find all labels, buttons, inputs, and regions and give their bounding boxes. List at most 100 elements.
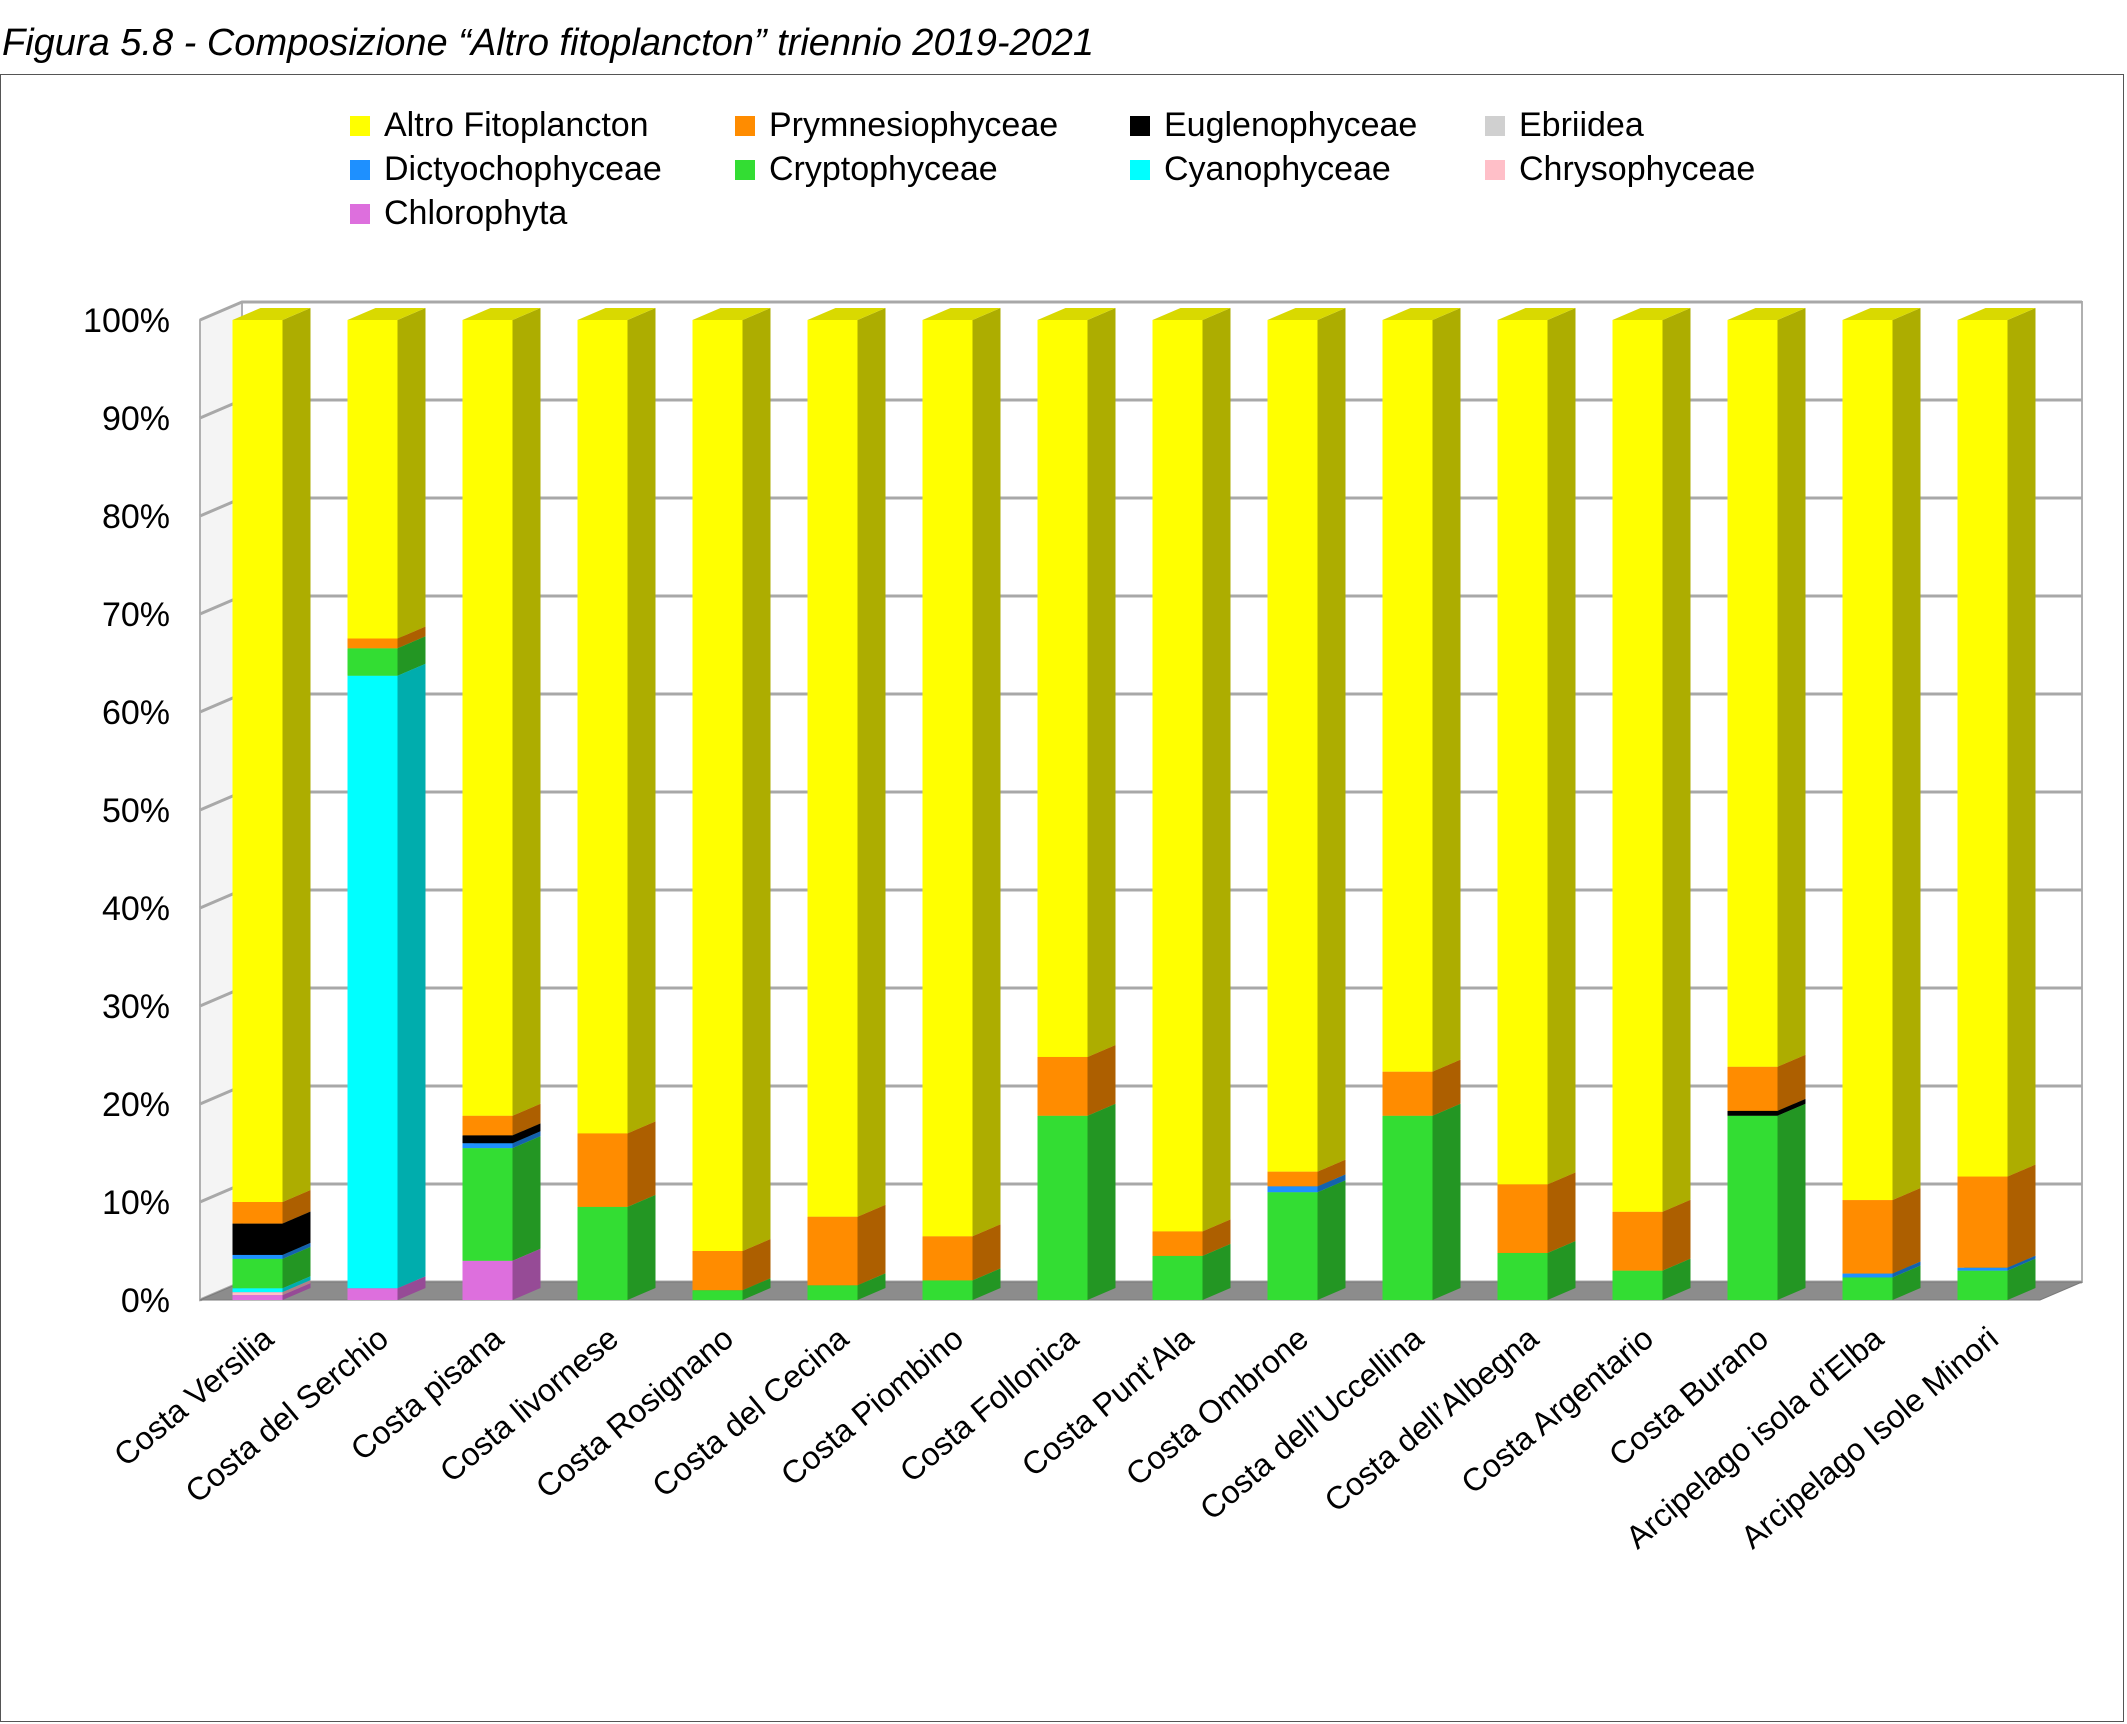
bar-segment-front bbox=[232, 1223, 283, 1255]
figure-title: Figura 5.8 - Composizione “Altro fitopla… bbox=[2, 22, 1095, 64]
bar-segment bbox=[1382, 1059, 1461, 1116]
legend-item: Dictyochophyceae bbox=[350, 150, 662, 189]
bar-segment-top bbox=[1152, 308, 1231, 320]
legend-label: Chlorophyta bbox=[384, 194, 568, 232]
bar-segment-side bbox=[512, 1136, 541, 1261]
bar-segment-side bbox=[397, 636, 426, 676]
bar-segment-side bbox=[1432, 308, 1461, 1072]
gridline bbox=[199, 300, 2082, 322]
legend-label: Prymnesiophyceae bbox=[769, 106, 1059, 144]
bar-segment bbox=[1152, 308, 1231, 1232]
bar-segment bbox=[1267, 1180, 1346, 1300]
legend-swatch bbox=[1130, 115, 1150, 136]
bar-segment-front bbox=[347, 320, 398, 639]
x-tick-label: Costa del Serchio bbox=[178, 1320, 395, 1510]
y-tick-label: 30% bbox=[102, 988, 170, 1026]
legend-item: Altro Fitoplancton bbox=[350, 106, 649, 145]
x-tick-label: Costa dell’Uccellina bbox=[1193, 1320, 1430, 1527]
legend-label: Altro Fitoplancton bbox=[384, 106, 649, 144]
bar-segment-top bbox=[807, 308, 886, 320]
bar-segment-front bbox=[462, 1148, 513, 1261]
bar-segment-side bbox=[742, 1278, 771, 1300]
bar-segment-front bbox=[1267, 1192, 1318, 1300]
bar-segment bbox=[807, 308, 886, 1217]
bar-segment bbox=[1267, 308, 1346, 1172]
bar-segment-front bbox=[1957, 1267, 2008, 1271]
bar-segment-side bbox=[627, 308, 656, 1134]
bar-segment-side bbox=[1547, 1172, 1576, 1253]
bar-segment bbox=[922, 308, 1001, 1237]
bar-segment-front bbox=[1957, 320, 2008, 1177]
bar-segment-front bbox=[232, 1295, 283, 1300]
bar-segment-side bbox=[282, 1190, 311, 1224]
bar-segment bbox=[462, 308, 541, 1116]
bar-segment-front bbox=[462, 1115, 513, 1136]
legend-swatch bbox=[350, 115, 370, 136]
bar-segment bbox=[462, 1136, 541, 1261]
bar-segment-front bbox=[1727, 1066, 1778, 1111]
bar-segment-front bbox=[1037, 1115, 1088, 1300]
bar-segment-side bbox=[1662, 1258, 1691, 1300]
y-tick-label: 10% bbox=[102, 1184, 170, 1222]
bar-segment-front bbox=[1037, 320, 1088, 1057]
bar-segment-top bbox=[232, 308, 311, 320]
bar-segment-front bbox=[922, 1236, 973, 1281]
y-tick-label: 0% bbox=[121, 1282, 170, 1320]
bar-segment-top bbox=[577, 308, 656, 320]
legend-label: Dictyochophyceae bbox=[384, 150, 662, 188]
bar-segment bbox=[577, 1121, 656, 1207]
bar-segment bbox=[1612, 308, 1691, 1212]
y-tick-label: 20% bbox=[102, 1086, 170, 1124]
bar-segment-side bbox=[972, 1224, 1001, 1281]
bar-segment bbox=[1727, 1103, 1806, 1300]
bar-segment-side bbox=[1662, 308, 1691, 1212]
bar-segment bbox=[1842, 1188, 1921, 1274]
bar-segment-front bbox=[347, 638, 398, 649]
legend-swatch bbox=[1485, 159, 1505, 180]
bar-segment-side bbox=[282, 308, 311, 1202]
bar-segment-top bbox=[1497, 308, 1576, 320]
bar-segment-top bbox=[1382, 308, 1461, 320]
bar-segment-side bbox=[282, 1246, 311, 1289]
bar-segment-side bbox=[1317, 1180, 1346, 1300]
bar-segment-side bbox=[1087, 308, 1116, 1057]
bar-segment-front bbox=[1037, 1056, 1088, 1116]
bar-segment-front bbox=[232, 1288, 283, 1293]
bar-segment-front bbox=[1267, 320, 1318, 1172]
bar-segment bbox=[577, 308, 656, 1134]
bar-segment-side bbox=[1432, 1103, 1461, 1300]
bar-segment-side bbox=[1317, 308, 1346, 1172]
legend-label: Cryptophyceae bbox=[769, 150, 998, 188]
bar-segment-front bbox=[1842, 320, 1893, 1201]
bar-segment-front bbox=[1957, 1176, 2008, 1268]
bar-segment-side bbox=[1892, 1188, 1921, 1274]
bar-segment-side bbox=[1087, 1103, 1116, 1300]
bar-segment-side bbox=[2007, 1258, 2036, 1300]
bar-segment-side bbox=[282, 1242, 311, 1259]
legend-item: Cyanophyceae bbox=[1130, 150, 1391, 189]
y-tick-label: 70% bbox=[102, 596, 170, 634]
bar-segment-front bbox=[577, 1133, 628, 1207]
y-tick-label: 90% bbox=[102, 400, 170, 438]
bar-segment-side bbox=[2007, 308, 2036, 1177]
bar-segment-front bbox=[347, 648, 398, 676]
legend-label: Cyanophyceae bbox=[1164, 150, 1391, 188]
bar-segment-top bbox=[692, 308, 771, 320]
legend-swatch bbox=[350, 203, 370, 224]
y-tick-label: 80% bbox=[102, 498, 170, 536]
bar-segment-front bbox=[232, 1292, 283, 1296]
bar-segment-front bbox=[577, 1206, 628, 1300]
bar-segment-side bbox=[1202, 1243, 1231, 1300]
legend-item: Chrysophyceae bbox=[1485, 150, 1755, 189]
bar-segment-front bbox=[692, 320, 743, 1251]
y-tick-label: 60% bbox=[102, 694, 170, 732]
bar-segment-side bbox=[397, 1276, 426, 1300]
bar-segment-side bbox=[1777, 1103, 1806, 1300]
bar-segment-front bbox=[1612, 1270, 1663, 1300]
bar-segment bbox=[1497, 1172, 1576, 1253]
bar-segment-side bbox=[627, 1121, 656, 1207]
bar-segment-front bbox=[1152, 320, 1203, 1232]
bar-segment-top bbox=[1612, 308, 1691, 320]
bar-segment-front bbox=[462, 1260, 513, 1300]
x-tick-label: Costa Rosignano bbox=[529, 1320, 740, 1505]
